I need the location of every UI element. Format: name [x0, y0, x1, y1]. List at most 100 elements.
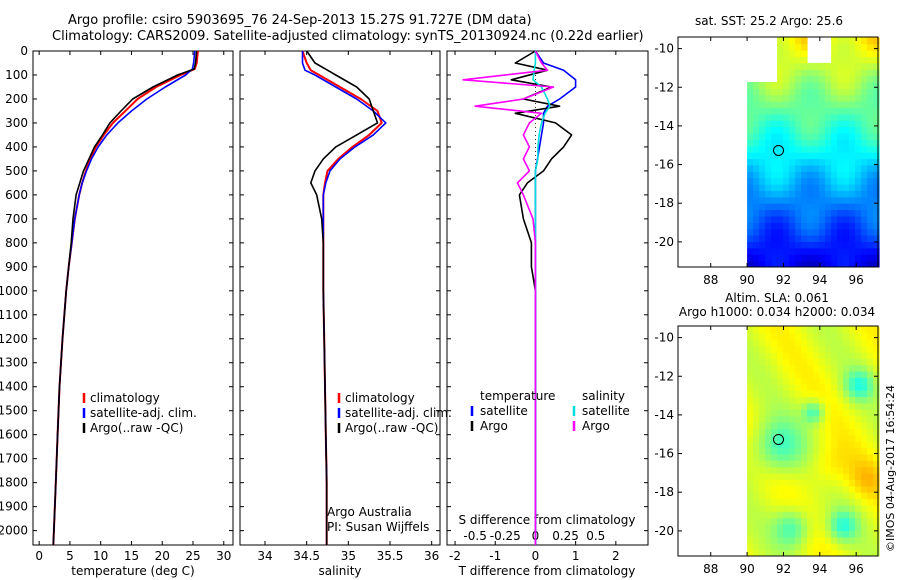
map-cell — [795, 260, 802, 268]
map-cell — [813, 216, 820, 223]
map-cell — [753, 402, 760, 410]
map-cell — [843, 543, 850, 551]
map-cell — [825, 241, 832, 249]
map-cell — [819, 164, 826, 172]
map-x-tick-label: 92 — [776, 273, 791, 287]
map-cell — [831, 326, 838, 334]
map-cell — [801, 358, 808, 366]
map-cell — [747, 101, 754, 109]
map-cell — [753, 164, 760, 172]
map-cell — [789, 473, 796, 480]
map-cell — [861, 358, 868, 366]
map-cell — [837, 235, 844, 242]
map-cell — [813, 190, 820, 198]
map-cell — [855, 549, 862, 557]
map-cell — [783, 139, 790, 147]
map-cell — [861, 56, 868, 64]
map-cell — [849, 228, 856, 236]
map-cell — [861, 158, 868, 166]
map-cell — [753, 145, 760, 153]
map-cell — [807, 196, 814, 204]
map-cell — [819, 260, 826, 268]
map-cell — [789, 75, 796, 83]
map-cell — [801, 171, 808, 179]
x-tick-label: 15 — [124, 549, 139, 563]
map-cell — [795, 345, 802, 353]
map-cell — [771, 228, 778, 236]
map-cell — [759, 94, 766, 102]
map-cell — [855, 222, 862, 230]
map-cell — [843, 511, 850, 519]
map-cell — [855, 447, 862, 455]
legend-label: climatology — [90, 391, 160, 405]
map-cell — [801, 177, 808, 185]
map-cell — [855, 511, 862, 519]
map-cell — [867, 466, 874, 474]
map-cell — [873, 485, 880, 493]
map-cell — [849, 530, 856, 538]
map-cell — [789, 453, 796, 461]
map-cell — [837, 158, 844, 166]
depth-tick-label: 0 — [20, 44, 28, 58]
map-cell — [825, 94, 832, 102]
figure-title-line1: Argo profile: csiro 5903695_76 24-Sep-20… — [68, 13, 532, 28]
map-cell — [837, 479, 844, 487]
map-cell — [747, 196, 754, 204]
map-cell — [759, 517, 766, 525]
map-cell — [813, 222, 820, 230]
map-cell — [867, 434, 874, 442]
legend-label: Argo — [582, 419, 610, 433]
map-cell — [819, 364, 826, 372]
map-cell — [813, 415, 820, 423]
map-cell — [837, 543, 844, 551]
map-cell — [825, 332, 832, 340]
map-cell — [765, 390, 772, 398]
map-cell — [867, 203, 874, 211]
map-cell — [819, 536, 826, 544]
map-cell — [813, 524, 820, 531]
map-cell — [819, 339, 826, 346]
map-cell — [765, 152, 772, 160]
map-cell — [771, 171, 778, 179]
map-cell — [831, 254, 838, 262]
map-cell — [849, 247, 856, 255]
map-cell — [819, 216, 826, 223]
map-cell — [813, 422, 820, 429]
map-cell — [825, 82, 832, 89]
map-cell — [825, 473, 832, 480]
map-cell — [771, 260, 778, 268]
map-cell — [837, 184, 844, 191]
map-cell — [843, 326, 850, 334]
map-cell — [777, 216, 784, 223]
map-cell — [747, 94, 754, 102]
map-cell — [807, 409, 814, 417]
map-cell — [813, 107, 820, 115]
map-cell — [771, 241, 778, 249]
map-cell — [801, 530, 808, 538]
map-cell — [843, 113, 850, 121]
map-cell — [753, 441, 760, 449]
map-cell — [861, 447, 868, 455]
map-cell — [831, 383, 838, 391]
map-cell — [771, 543, 778, 551]
map-cell — [843, 145, 850, 153]
map-cell — [789, 358, 796, 366]
map-cell — [789, 517, 796, 525]
map-cell — [789, 158, 796, 166]
map-cell — [801, 107, 808, 115]
map-cell — [813, 101, 820, 109]
map-cell — [855, 505, 862, 512]
map-cell — [807, 139, 814, 147]
map-cell — [825, 101, 832, 109]
depth-tick-label: 1000 — [0, 284, 28, 298]
map-cell — [795, 460, 802, 468]
map-cell — [771, 530, 778, 538]
map-cell — [789, 402, 796, 410]
map-cell — [819, 505, 826, 512]
map-cell — [825, 358, 832, 366]
map-cell — [771, 107, 778, 115]
map-cell — [861, 228, 868, 236]
map-cell — [855, 485, 862, 493]
depth-tick-label: 200 — [5, 92, 28, 106]
map-cell — [825, 228, 832, 236]
